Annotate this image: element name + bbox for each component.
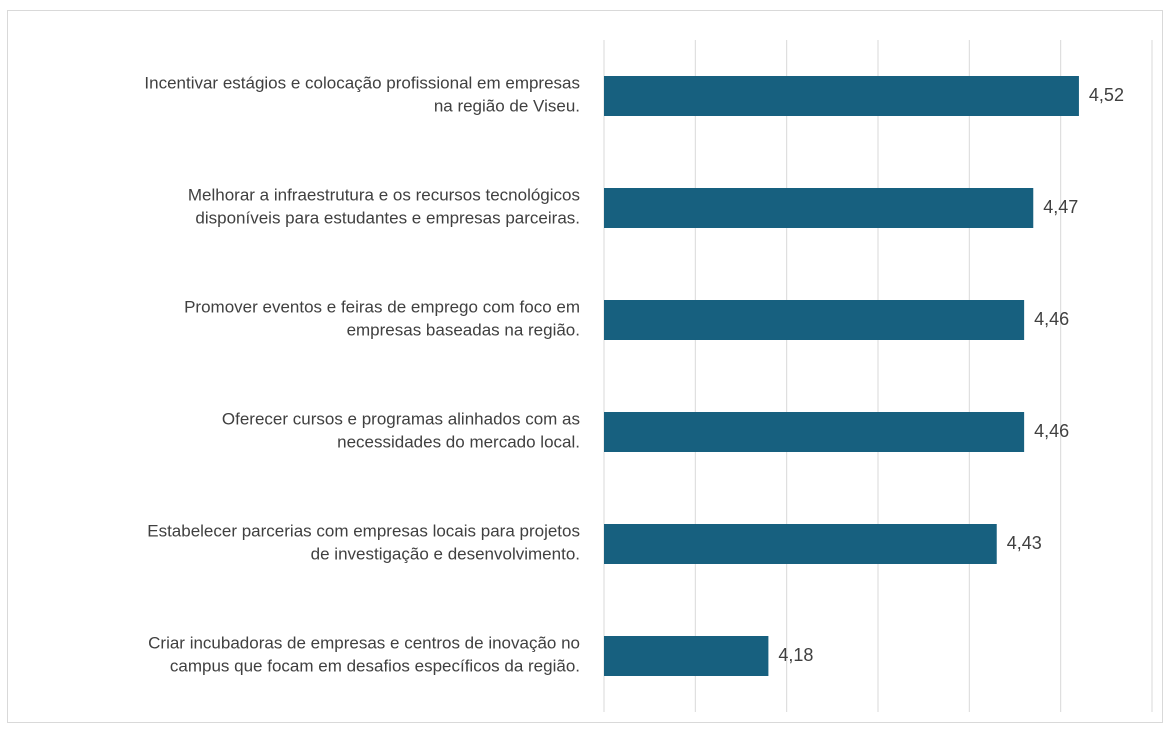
bar: [604, 412, 1025, 452]
category-label: Oferecer cursos e programas alinhados co…: [222, 410, 580, 452]
value-label: 4,43: [1007, 533, 1042, 553]
value-label: 4,46: [1034, 309, 1069, 329]
value-label: 4,18: [778, 645, 813, 665]
bar: [604, 300, 1025, 340]
value-label: 4,52: [1089, 85, 1124, 105]
bar: [604, 76, 1079, 116]
chart-frame: [7, 10, 1163, 723]
bar: [604, 636, 769, 676]
category-label: Promover eventos e feiras de emprego com…: [184, 298, 580, 340]
bar: [604, 524, 997, 564]
bar: [604, 188, 1034, 228]
category-label: Melhorar a infraestrutura e os recursos …: [188, 186, 580, 228]
category-label: Criar incubadoras de empresas e centros …: [148, 634, 580, 676]
value-label: 4,46: [1034, 421, 1069, 441]
value-label: 4,47: [1043, 197, 1078, 217]
category-label: Estabelecer parcerias com empresas locai…: [147, 522, 580, 564]
category-label: Incentivar estágios e colocação profissi…: [144, 74, 580, 116]
